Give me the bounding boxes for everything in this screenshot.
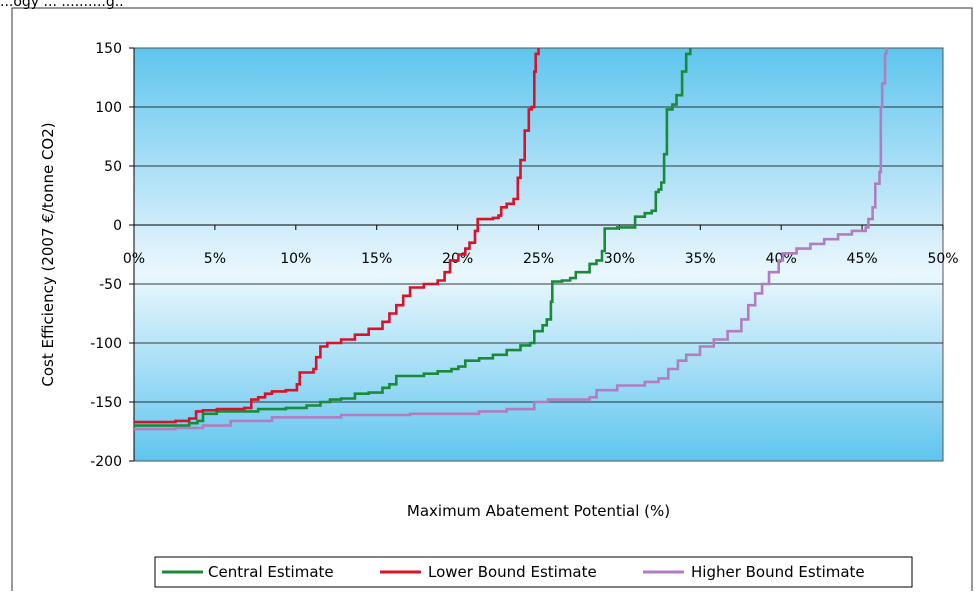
x-tick-label: 35% [685,251,716,267]
series-line-0 [134,48,692,427]
x-tick-label: 15% [361,251,392,267]
x-tick-label: 50% [927,251,958,267]
x-tick-label: 5% [204,251,226,267]
x-tick-label: 40% [766,251,797,267]
legend-label-0: Central Estimate [208,563,334,581]
x-tick-label: 45% [847,251,878,267]
x-tick-label: 30% [604,251,635,267]
y-tick-label: -50 [99,277,122,293]
legend-box [154,556,913,588]
y-tick-label: 150 [95,41,122,57]
x-axis-title: Maximum Abatement Potential (%) [407,502,670,520]
y-tick-label: -200 [90,454,122,470]
y-tick-label: -150 [90,395,122,411]
y-tick-label: -100 [90,336,122,352]
series-line-1 [134,48,540,424]
legend-label-1: Lower Bound Estimate [428,563,597,581]
y-axis-title: Cost Efficiency (2007 €/tonne CO2) [39,122,57,386]
series-line-2 [134,48,888,431]
plot-area [133,47,944,462]
cropped-heading: ...ogy ... ..........g.. [0,0,124,10]
y-tick-label: 100 [95,100,122,116]
y-tick-label: 50 [104,159,122,175]
legend-label-2: Higher Bound Estimate [691,563,865,581]
x-tick-label: 25% [523,251,554,267]
y-tick-label: 0 [113,218,122,234]
x-tick-label: 10% [280,251,311,267]
x-tick-label: 0% [123,251,145,267]
